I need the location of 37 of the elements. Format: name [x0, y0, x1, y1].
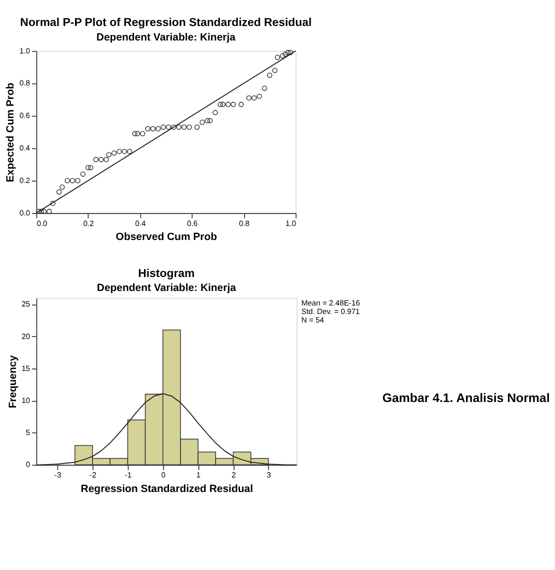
y-tick-label: 25 [22, 300, 30, 309]
y-tick-label: 0.2 [19, 176, 30, 186]
x-tick-label: 0.8 [238, 218, 250, 228]
y-tick-label: 0.0 [19, 208, 30, 218]
y-tick-label: 10 [22, 396, 30, 405]
x-tick-label: 1.0 [286, 218, 296, 228]
x-axis-title: Regression Standardized Residual [80, 484, 254, 495]
x-tick-label: 0.2 [83, 218, 94, 228]
text: Mean = 2.48E-16 [301, 298, 360, 308]
chart-title: Histogram [138, 268, 195, 280]
x-tick-label: 0.0 [36, 218, 48, 228]
x-tick-label: 0.6 [187, 218, 198, 228]
y-axis-title: Expected Cum Prob [6, 82, 17, 182]
text: Gambar 4.1. Analisis Normal [382, 390, 550, 405]
x-tick-label: 0 [161, 470, 166, 480]
x-tick-label: 1 [196, 470, 201, 480]
x-tick-label: 3 [266, 470, 272, 480]
text: N = 54 [301, 316, 325, 325]
text: Std. Dev. = 0.971 [301, 307, 360, 316]
chart-subtitle: Dependent Variable: Kinerja [96, 32, 236, 44]
x-tick-label: -1 [124, 470, 132, 480]
y-tick-label: 0 [26, 460, 30, 470]
x-tick-label: -3 [54, 470, 62, 480]
x-tick-label: 2 [232, 470, 236, 480]
y-tick-label: 5 [26, 428, 30, 438]
x-tick-label: -2 [90, 470, 96, 480]
y-tick-label: 20 [22, 332, 30, 341]
y-tick-label: 0.8 [19, 78, 30, 88]
x-axis-title: Observed Cum Prob [116, 232, 218, 244]
y-tick-label: 0.6 [19, 111, 30, 120]
y-tick-label: 0.4 [19, 144, 31, 153]
chart-subtitle: Dependent Variable: Kinerja [96, 283, 236, 294]
y-axis-title: Frequency [8, 355, 19, 408]
y-tick-label: 1.0 [19, 46, 30, 56]
y-tick-label: 15 [22, 364, 30, 373]
chart-title: Normal P-P Plot of Regression Standardized Residual [20, 17, 312, 30]
x-tick-label: 0.4 [135, 218, 147, 228]
